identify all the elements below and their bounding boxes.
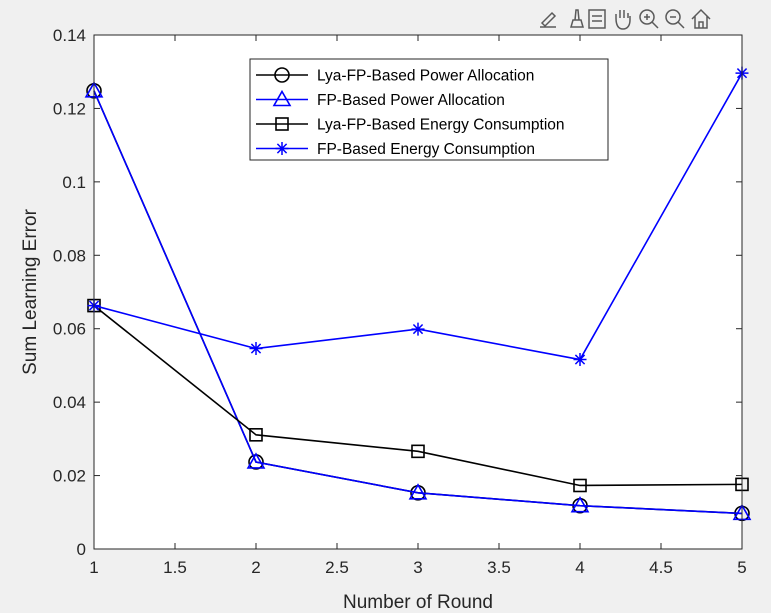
ticks-layer: 1 1.5 2 2.5 3 3.5 4 4.5 5 0 0.02 0.04 0.06 0.08 0.1 0.1…: [53, 26, 747, 577]
y-tick-label: 0.12: [53, 99, 86, 118]
x-tick-label: 2: [251, 558, 260, 577]
axes-box: [93, 34, 743, 550]
data-point: [573, 353, 587, 367]
export-icon[interactable]: [540, 11, 557, 28]
legend-label: FP-Based Energy Consumption: [317, 141, 535, 158]
x-tick-label: 2.5: [325, 558, 349, 577]
legend-marker: [274, 67, 290, 83]
legend-label: Lya-FP-Based Power Allocation: [317, 68, 534, 85]
x-tick-label: 1: [89, 558, 98, 577]
legend-marker: [275, 142, 289, 155]
legend-box: [249, 58, 609, 161]
data-point: [408, 483, 428, 500]
series-line: [93, 304, 743, 487]
legend-entry-1: FP-Based Power Allocation: [256, 89, 505, 109]
datatip-icon[interactable]: [588, 9, 606, 29]
legend-entry-3: FP-Based Energy Consumption: [256, 141, 535, 158]
y-tick-label: 0.1: [62, 173, 86, 192]
zoom-in-icon[interactable]: [639, 9, 659, 29]
x-tick-label: 3: [413, 558, 422, 577]
brush-icon[interactable]: [570, 9, 584, 28]
zoom-out-icon[interactable]: [665, 9, 685, 29]
data-point: [570, 496, 590, 513]
legend-entry-0: Lya-FP-Based Power Allocation: [256, 67, 534, 85]
y-tick-label: 0.14: [53, 26, 86, 45]
x-tick-label: 5: [737, 558, 746, 577]
data-point: [246, 452, 266, 469]
data-point: [249, 342, 263, 356]
legend-marker: [272, 89, 292, 107]
data-point: [573, 478, 587, 493]
y-tick-label: 0.08: [53, 246, 86, 265]
home-icon[interactable]: [691, 8, 711, 29]
legend-entry-2: Lya-FP-Based Energy Consumption: [256, 117, 565, 134]
x-tick-label: 4: [575, 558, 584, 577]
y-tick-label: 0.02: [53, 467, 86, 486]
axes-toolbar: [540, 8, 711, 30]
legend-label: FP-Based Power Allocation: [317, 92, 505, 109]
x-axis-label: Number of Round: [343, 592, 493, 613]
data-point: [411, 444, 425, 459]
x-tick-label: 1.5: [163, 558, 187, 577]
y-tick-label: 0.04: [53, 393, 86, 412]
data-point: [411, 322, 425, 336]
legend-label: Lya-FP-Based Energy Consumption: [317, 117, 565, 134]
legend: Lya-FP-Based Power Allocation FP-Based Po…: [249, 58, 609, 161]
data-point: [249, 428, 263, 442]
y-tick-label: 0: [77, 540, 86, 559]
x-tick-label: 3.5: [487, 558, 511, 577]
legend-marker: [275, 117, 289, 131]
pan-icon[interactable]: [615, 10, 631, 30]
x-tick-label: 4.5: [649, 558, 673, 577]
series-line: [93, 90, 743, 515]
y-axis-label: Sum Learning Error: [20, 208, 41, 374]
y-tick-label: 0.06: [53, 320, 86, 339]
